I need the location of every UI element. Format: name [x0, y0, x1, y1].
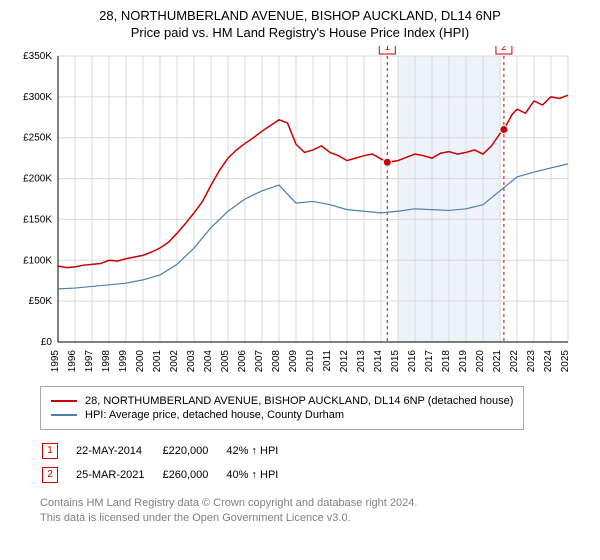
svg-text:2012: 2012 [339, 350, 350, 373]
svg-text:2016: 2016 [407, 350, 418, 373]
svg-text:2018: 2018 [441, 350, 452, 373]
legend-swatch [51, 414, 77, 416]
svg-text:2015: 2015 [390, 350, 401, 373]
svg-text:2004: 2004 [203, 350, 214, 373]
chart-title-sub: Price paid vs. HM Land Registry's House … [12, 25, 588, 40]
marker-date: 25-MAR-2021 [76, 464, 160, 486]
legend-label: HPI: Average price, detached house, Coun… [85, 409, 344, 421]
chart-container: £0 £50K £100K £150K £200K £250K £300K £350K 1995… [12, 46, 588, 376]
footer-line: Contains HM Land Registry data © Crown c… [40, 496, 588, 511]
svg-text:2009: 2009 [288, 350, 299, 373]
chart-title-block: 28, NORTHUMBERLAND AVENUE, BISHOP AUCKLA… [12, 8, 588, 40]
legend: 28, NORTHUMBERLAND AVENUE, BISHOP AUCKLA… [40, 386, 524, 430]
marker-delta: 40% ↑ HPI [226, 464, 294, 486]
svg-text:£350K: £350K [23, 51, 52, 62]
svg-text:£50K: £50K [29, 296, 53, 307]
legend-label: 28, NORTHUMBERLAND AVENUE, BISHOP AUCKLA… [85, 395, 513, 407]
marker-badge: 2 [42, 467, 58, 483]
line-chart: £0 £50K £100K £150K £200K £250K £300K £350K 1995… [12, 46, 572, 376]
markers-table: 1 22-MAY-2014 £220,000 42% ↑ HPI 2 25-MA… [40, 438, 296, 488]
legend-row: HPI: Average price, detached house, Coun… [51, 409, 513, 421]
svg-text:2021: 2021 [492, 350, 503, 373]
svg-text:2023: 2023 [526, 350, 537, 373]
svg-text:2005: 2005 [220, 350, 231, 373]
chart-title-main: 28, NORTHUMBERLAND AVENUE, BISHOP AUCKLA… [12, 8, 588, 23]
svg-text:2010: 2010 [305, 350, 316, 373]
svg-text:£250K: £250K [23, 133, 52, 144]
marker-price: £260,000 [162, 464, 224, 486]
svg-text:£300K: £300K [23, 92, 52, 103]
table-row: 2 25-MAR-2021 £260,000 40% ↑ HPI [42, 464, 294, 486]
svg-text:2002: 2002 [169, 350, 180, 373]
svg-text:2017: 2017 [424, 350, 435, 373]
svg-text:2011: 2011 [322, 350, 333, 372]
legend-row: 28, NORTHUMBERLAND AVENUE, BISHOP AUCKLA… [51, 395, 513, 407]
svg-text:£0: £0 [41, 337, 53, 348]
svg-text:1998: 1998 [101, 350, 112, 373]
svg-text:2013: 2013 [356, 350, 367, 373]
svg-text:2019: 2019 [458, 350, 469, 373]
svg-text:£200K: £200K [23, 174, 52, 185]
marker-badge: 1 [42, 443, 58, 459]
svg-text:1999: 1999 [118, 350, 129, 373]
svg-text:£100K: £100K [23, 255, 52, 266]
svg-text:2020: 2020 [475, 350, 486, 373]
legend-swatch [51, 400, 77, 402]
svg-text:2008: 2008 [271, 350, 282, 373]
svg-text:2000: 2000 [135, 350, 146, 373]
marker-price: £220,000 [162, 440, 224, 462]
svg-text:2014: 2014 [373, 350, 384, 373]
svg-text:2022: 2022 [509, 350, 520, 373]
svg-text:2006: 2006 [237, 350, 248, 373]
table-row: 1 22-MAY-2014 £220,000 42% ↑ HPI [42, 440, 294, 462]
svg-text:1996: 1996 [67, 350, 78, 373]
svg-text:£150K: £150K [23, 214, 52, 225]
svg-text:2007: 2007 [254, 350, 265, 373]
svg-text:1997: 1997 [84, 350, 95, 373]
footer-line: This data is licensed under the Open Gov… [40, 511, 588, 526]
marker-delta: 42% ↑ HPI [226, 440, 294, 462]
svg-text:2025: 2025 [560, 350, 571, 373]
svg-text:1995: 1995 [50, 350, 61, 373]
footer-attribution: Contains HM Land Registry data © Crown c… [40, 496, 588, 527]
svg-text:1: 1 [385, 46, 391, 53]
svg-text:2001: 2001 [152, 350, 163, 373]
marker-date: 22-MAY-2014 [76, 440, 160, 462]
svg-text:2: 2 [501, 46, 507, 53]
svg-text:2024: 2024 [543, 350, 554, 373]
svg-text:2003: 2003 [186, 350, 197, 373]
